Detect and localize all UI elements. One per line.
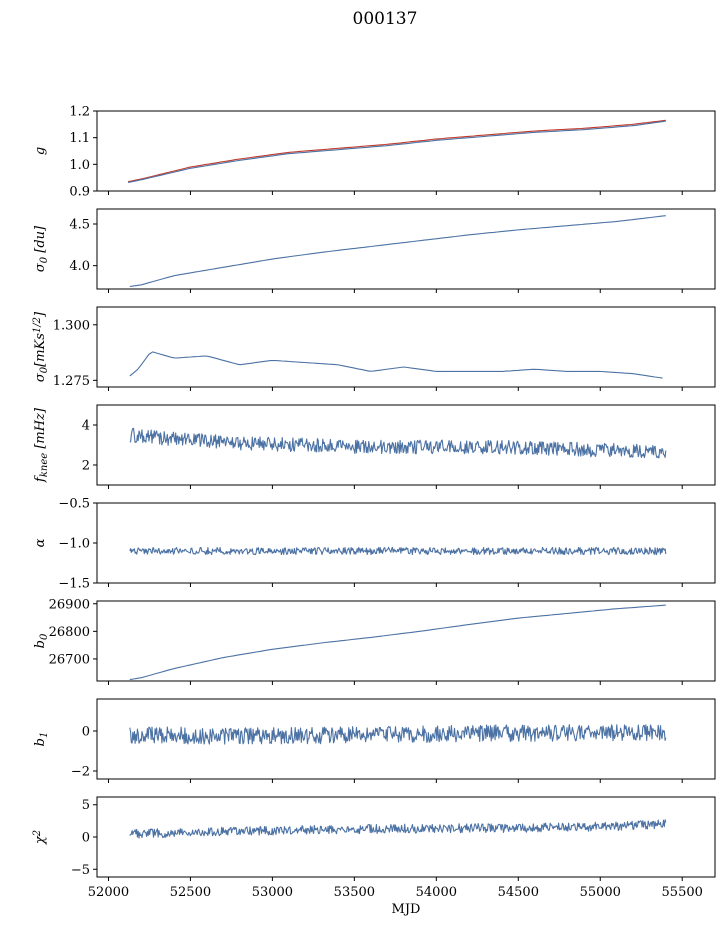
y-tick-label: 1.0 xyxy=(69,158,90,173)
x-tick-label: 53000 xyxy=(252,885,293,900)
y-tick-label: 1.275 xyxy=(53,374,90,389)
x-tick-label: 54500 xyxy=(498,885,539,900)
series-line-2-1 xyxy=(129,215,666,288)
series-line-5-1 xyxy=(129,546,667,556)
series-line-1-2 xyxy=(127,120,666,184)
y-tick-label: 5 xyxy=(82,798,90,813)
y-axis-label: b0 xyxy=(33,633,50,648)
series-line-6-1 xyxy=(129,604,666,681)
y-tick-label: 1.300 xyxy=(53,318,90,333)
series-line-8-1 xyxy=(129,819,667,839)
subplot-8: −5 0 5 χ2 52000 52500 53000 53500 54000 54500 5500… xyxy=(32,796,716,917)
series-line-1-1 xyxy=(127,119,666,183)
y-axis-label: g xyxy=(33,147,48,155)
x-tick-label: 55500 xyxy=(662,885,703,900)
y-tick-label: −5 xyxy=(71,863,90,878)
y-tick-label: 26700 xyxy=(49,652,90,667)
axes-frame xyxy=(96,306,716,388)
x-tick-label: 55000 xyxy=(580,885,621,900)
x-tick-label: 53500 xyxy=(334,885,375,900)
subplot-6: 26700 26800 26900 b0 xyxy=(33,597,716,685)
y-tick-label: 4.0 xyxy=(69,259,90,274)
y-tick-label: 1.2 xyxy=(69,105,90,120)
y-axis-label: χ2 xyxy=(32,830,48,845)
y-tick-label: 2 xyxy=(82,459,90,474)
y-axis-label: α xyxy=(33,538,48,547)
subplot-1: 0.9 1.0 1.1 1.2 g xyxy=(33,105,716,200)
x-tick-label: 52500 xyxy=(170,885,211,900)
y-tick-label: −1.0 xyxy=(58,537,90,552)
y-tick-label: −0.5 xyxy=(58,497,90,512)
y-tick-label: 0 xyxy=(82,725,90,740)
y-tick-label: 0.9 xyxy=(69,185,90,200)
y-tick-label: 26800 xyxy=(49,625,90,640)
axes-frame xyxy=(96,502,716,584)
subplot-4: 2 4 fknee [mHz] xyxy=(33,404,716,489)
y-axis-label: σ0[mKs1/2] xyxy=(32,311,50,382)
y-tick-label: 4.5 xyxy=(69,218,90,233)
y-tick-label: −1.5 xyxy=(58,577,90,592)
y-axis-label: b1 xyxy=(33,732,50,747)
series-line-4-1 xyxy=(129,427,667,459)
y-tick-label: −2 xyxy=(71,765,90,780)
y-tick-label: 0 xyxy=(82,831,90,846)
y-tick-label: 26900 xyxy=(49,597,90,612)
series-line-7-1 xyxy=(129,724,667,745)
x-tick-label: 52000 xyxy=(88,885,129,900)
axes-frame xyxy=(96,796,716,878)
series-line-3-1 xyxy=(129,351,663,379)
y-tick-label: 4 xyxy=(82,419,90,434)
y-axis-label: fknee [mHz] xyxy=(33,407,50,483)
y-axis-label: σ0 [du] xyxy=(33,225,50,272)
subplots: 0.9 1.0 1.1 1.2 g 4.0 4.5 σ0 [du] 1.275 1.300σ0[m… xyxy=(32,105,716,917)
axes-frame xyxy=(96,404,716,486)
axes-frame xyxy=(96,698,716,780)
subplot-7: −2 0 b1 xyxy=(33,698,716,783)
axes-frame xyxy=(96,110,716,192)
y-tick-label: 1.1 xyxy=(69,131,90,146)
axes-frame xyxy=(96,600,716,682)
subplot-2: 4.0 4.5 σ0 [du] xyxy=(33,208,716,293)
x-tick-label: 54000 xyxy=(416,885,457,900)
figure-title: 000137 xyxy=(353,9,418,29)
x-axis-label: MJD xyxy=(392,902,421,917)
subplot-5: −1.5 −1.0 −0.5 α xyxy=(33,497,716,592)
axes-frame xyxy=(96,208,716,290)
